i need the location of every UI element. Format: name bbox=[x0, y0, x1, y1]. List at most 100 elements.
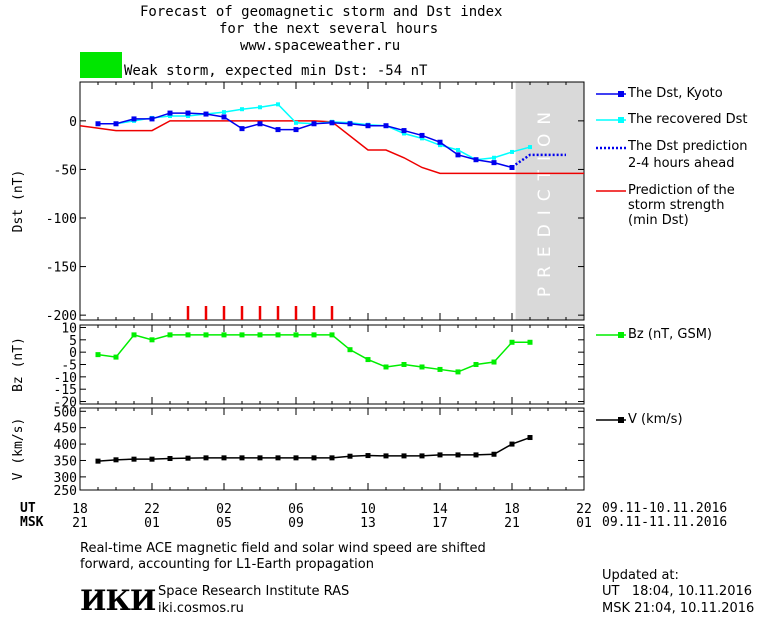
ut-tick-label: 02 bbox=[216, 502, 232, 517]
dst-recovered-point bbox=[294, 120, 298, 125]
legend-min-dst-1: Prediction of the bbox=[628, 183, 735, 198]
series-dst-recovered-line bbox=[98, 103, 531, 161]
y-tick-label: -5 bbox=[61, 359, 77, 374]
v-point bbox=[167, 456, 173, 462]
institute-name: Space Research Institute RAS bbox=[158, 584, 350, 599]
dst-kyoto-point bbox=[257, 121, 263, 127]
bz-point bbox=[131, 332, 137, 338]
v-point bbox=[491, 451, 497, 457]
dst-kyoto-point bbox=[383, 123, 389, 129]
bz-point bbox=[221, 332, 227, 338]
v-point bbox=[473, 452, 479, 458]
dst-kyoto-point bbox=[437, 139, 443, 145]
legend-dst-recovered-symbol-marker bbox=[618, 117, 624, 123]
y-tick-label: -10 bbox=[54, 371, 77, 386]
dst-kyoto-point bbox=[293, 127, 299, 133]
dst-recovered-point bbox=[222, 110, 226, 115]
dst-kyoto-point bbox=[491, 160, 497, 166]
dst-recovered-point bbox=[456, 148, 460, 152]
series-dst-prediction-line bbox=[514, 153, 566, 166]
legend-v: V (km/s) bbox=[628, 412, 683, 427]
y-axis-label: Bz (nT) bbox=[11, 337, 26, 392]
dst-kyoto-point bbox=[203, 111, 209, 117]
bz-point bbox=[527, 339, 533, 345]
v-point bbox=[113, 457, 119, 463]
dst-recovered-point bbox=[276, 102, 280, 107]
dst-recovered-point bbox=[186, 114, 190, 118]
bz-point bbox=[365, 357, 371, 363]
v-point bbox=[419, 453, 425, 459]
dst-kyoto-point bbox=[239, 126, 245, 132]
updated-label: Updated at: bbox=[602, 568, 679, 583]
y-tick-label: 500 bbox=[54, 405, 77, 420]
v-point bbox=[509, 441, 515, 447]
v-point bbox=[437, 452, 443, 458]
msk-tick-label: 01 bbox=[576, 516, 592, 531]
y-tick-label: -100 bbox=[46, 212, 77, 227]
prediction-band-label: PREDICTION bbox=[535, 103, 555, 297]
dst-kyoto-point bbox=[113, 121, 119, 127]
dst-recovered-point bbox=[510, 149, 514, 154]
bz-point bbox=[383, 364, 389, 370]
bz-point bbox=[473, 362, 479, 367]
y-tick-label: 5 bbox=[69, 334, 77, 349]
msk-tick-label: 21 bbox=[504, 516, 520, 531]
dst-kyoto-point bbox=[275, 127, 281, 133]
v-point bbox=[527, 435, 533, 441]
dst-recovered-point bbox=[438, 143, 442, 148]
dst-recovered-point bbox=[420, 136, 424, 141]
v-point bbox=[221, 455, 227, 461]
v-point bbox=[149, 456, 155, 462]
v-point bbox=[275, 455, 281, 461]
legend-dst-kyoto: The Dst, Kyoto bbox=[628, 86, 723, 101]
bz-point bbox=[113, 354, 119, 360]
storm-level-swatch bbox=[80, 52, 122, 78]
legend-min-dst-2: storm strength bbox=[628, 198, 725, 213]
v-point bbox=[455, 452, 461, 458]
v-point bbox=[203, 455, 209, 461]
dst-recovered-point bbox=[240, 107, 244, 112]
prediction-band bbox=[515, 82, 584, 320]
msk-tick-label: 13 bbox=[360, 516, 376, 531]
bz-point bbox=[401, 362, 407, 367]
dst-kyoto-point bbox=[509, 164, 515, 170]
y-axis-label: V (km/s) bbox=[11, 418, 26, 481]
y-tick-label: 0 bbox=[69, 115, 77, 130]
dst-kyoto-point bbox=[311, 121, 317, 127]
y-tick-label: -200 bbox=[46, 309, 77, 324]
y-tick-label: -50 bbox=[54, 163, 77, 178]
y-tick-label: -150 bbox=[46, 261, 77, 276]
v-point bbox=[383, 453, 389, 459]
bz-point bbox=[149, 337, 155, 343]
dst-kyoto-point bbox=[95, 121, 101, 127]
series-min-dst-line bbox=[79, 120, 584, 175]
ut-axis-label: UT bbox=[20, 501, 36, 516]
dst-kyoto-point bbox=[365, 123, 371, 129]
title-line-2: for the next several hours bbox=[219, 21, 439, 37]
bz-point bbox=[185, 332, 191, 338]
ut-tick-label: 10 bbox=[360, 502, 376, 517]
legend-bz: Bz (nT, GSM) bbox=[628, 327, 713, 342]
dst-kyoto-point bbox=[185, 110, 191, 116]
updated-msk: MSK 21:04, 10.11.2016 bbox=[602, 601, 755, 616]
msk-date-range: 09.11-11.11.2016 bbox=[602, 515, 728, 530]
footer-note-2: forward, accounting for L1-Earth propaga… bbox=[80, 557, 374, 572]
msk-tick-label: 21 bbox=[72, 516, 88, 531]
ut-date-range: 09.11-10.11.2016 bbox=[602, 501, 728, 516]
title-line-1: Forecast of geomagnetic storm and Dst in… bbox=[140, 4, 503, 20]
footer-note-1: Real-time ACE magnetic field and solar w… bbox=[80, 541, 486, 556]
dst-recovered-point bbox=[258, 105, 262, 110]
bz-point bbox=[509, 339, 515, 345]
v-point bbox=[347, 453, 353, 459]
bz-point bbox=[437, 366, 443, 372]
bz-point bbox=[455, 369, 461, 375]
y-tick-label: -20 bbox=[54, 396, 77, 411]
dst-kyoto-point bbox=[167, 110, 173, 116]
dst-kyoto-point bbox=[419, 132, 425, 138]
dst-kyoto-point bbox=[347, 121, 353, 127]
y-axis-label: Dst (nT) bbox=[11, 170, 26, 233]
ut-tick-label: 22 bbox=[576, 502, 592, 517]
bz-point bbox=[293, 332, 299, 338]
dst-kyoto-point bbox=[329, 120, 335, 126]
